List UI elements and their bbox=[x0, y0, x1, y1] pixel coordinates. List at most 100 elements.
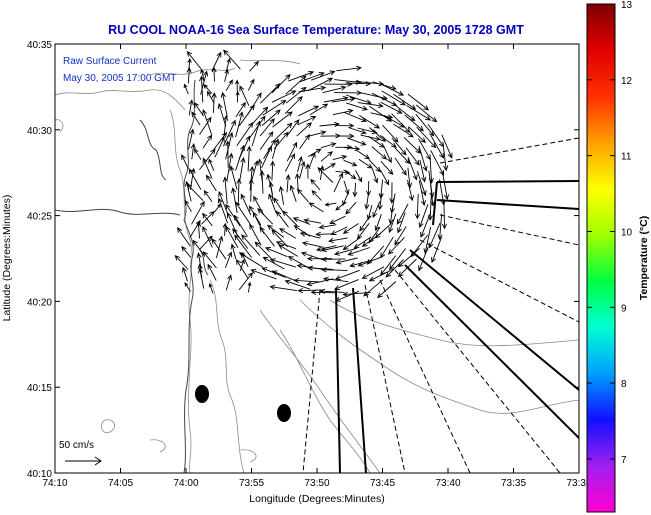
current-vector bbox=[347, 137, 367, 146]
current-vector bbox=[233, 214, 248, 237]
current-vector bbox=[315, 231, 334, 237]
current-vector bbox=[257, 208, 274, 225]
current-vector bbox=[320, 267, 348, 273]
current-vector bbox=[174, 254, 189, 270]
x-tick-label: 74:10 bbox=[42, 478, 67, 489]
current-vector bbox=[323, 163, 336, 171]
current-vector bbox=[336, 65, 362, 72]
current-vector bbox=[226, 212, 239, 237]
current-vector bbox=[230, 243, 237, 260]
current-vector bbox=[234, 234, 252, 258]
current-vector bbox=[229, 165, 238, 190]
current-vector bbox=[394, 157, 407, 176]
current-vector bbox=[299, 231, 321, 239]
current-vector bbox=[297, 288, 323, 294]
current-vector bbox=[278, 185, 285, 205]
temperature-colorbar: 13 12 11 10 9 8 7 Temperature (°C) bbox=[586, 0, 650, 513]
current-vector bbox=[186, 183, 204, 202]
current-vector bbox=[380, 101, 403, 114]
x-tick-label: 74:00 bbox=[173, 478, 198, 489]
current-vector bbox=[222, 222, 228, 236]
current-vector bbox=[377, 193, 383, 211]
current-vector bbox=[186, 51, 203, 71]
current-vector bbox=[296, 188, 309, 203]
current-vector bbox=[329, 215, 346, 224]
x-tick-label: 74:05 bbox=[108, 478, 133, 489]
current-vector bbox=[181, 245, 192, 258]
x-tick-label: 73:30 bbox=[566, 478, 591, 489]
current-vector bbox=[361, 266, 385, 279]
current-vector bbox=[379, 83, 405, 96]
current-vector bbox=[202, 109, 213, 135]
current-vector bbox=[420, 212, 432, 238]
current-vector bbox=[298, 85, 327, 93]
current-vector bbox=[282, 210, 298, 226]
current-vector bbox=[332, 108, 354, 116]
current-vector bbox=[288, 70, 315, 82]
current-vector bbox=[261, 145, 272, 168]
current-vector bbox=[272, 111, 293, 128]
bathymetry-contours bbox=[55, 59, 579, 473]
current-vector bbox=[352, 182, 358, 198]
current-vector bbox=[388, 205, 394, 225]
current-vector bbox=[359, 115, 381, 129]
current-vector bbox=[408, 126, 427, 144]
y-tick-label: 40:20 bbox=[27, 297, 52, 308]
current-vector bbox=[271, 90, 297, 103]
current-vector bbox=[247, 281, 252, 293]
colorbar-tick-label: 11 bbox=[621, 152, 632, 163]
current-vector bbox=[239, 85, 250, 107]
current-vector bbox=[441, 200, 448, 230]
current-vector bbox=[235, 79, 240, 92]
current-vector bbox=[345, 201, 357, 215]
current-vector bbox=[333, 279, 359, 290]
current-vector bbox=[292, 217, 311, 225]
current-vector bbox=[318, 224, 337, 230]
current-vector bbox=[286, 119, 300, 137]
current-vector bbox=[225, 225, 239, 249]
colorbar-tick-label: 7 bbox=[621, 455, 627, 466]
current-vector bbox=[359, 215, 371, 232]
current-vector bbox=[205, 174, 217, 192]
current-vector bbox=[381, 90, 406, 106]
current-vector bbox=[214, 136, 225, 158]
current-vector bbox=[202, 134, 213, 149]
current-vector bbox=[403, 137, 422, 154]
current-vector bbox=[250, 160, 259, 183]
current-vector bbox=[224, 68, 229, 82]
current-vector bbox=[285, 86, 307, 104]
current-vector bbox=[330, 226, 348, 235]
current-vector bbox=[358, 158, 373, 169]
current-vector bbox=[334, 133, 355, 139]
current-vector bbox=[418, 145, 428, 172]
current-vector bbox=[342, 223, 359, 234]
current-vector bbox=[299, 160, 306, 179]
current-vector bbox=[307, 265, 334, 271]
current-vector bbox=[308, 151, 316, 168]
x-tick-label: 73:55 bbox=[239, 478, 264, 489]
current-vector bbox=[240, 193, 252, 216]
current-vector bbox=[430, 150, 445, 176]
y-tick-label: 40:15 bbox=[27, 383, 52, 394]
current-vector bbox=[262, 256, 285, 270]
current-vector bbox=[311, 70, 336, 81]
current-vector bbox=[202, 212, 213, 227]
current-vector bbox=[225, 79, 233, 92]
current-vector bbox=[391, 113, 411, 133]
current-vector bbox=[248, 178, 254, 202]
current-vector bbox=[331, 96, 356, 103]
current-vector bbox=[279, 228, 297, 239]
current-vector bbox=[297, 116, 317, 126]
current-vector bbox=[239, 258, 245, 271]
current-vector bbox=[241, 234, 261, 256]
current-vector bbox=[201, 210, 215, 225]
current-vector bbox=[225, 274, 233, 291]
current-vector bbox=[271, 229, 289, 248]
current-vector bbox=[224, 251, 233, 269]
current-vector bbox=[235, 111, 244, 138]
current-vector bbox=[335, 201, 346, 211]
current-vector bbox=[285, 75, 307, 95]
current-vector bbox=[324, 202, 337, 207]
current-vector bbox=[293, 277, 320, 284]
current-vector bbox=[416, 126, 437, 149]
